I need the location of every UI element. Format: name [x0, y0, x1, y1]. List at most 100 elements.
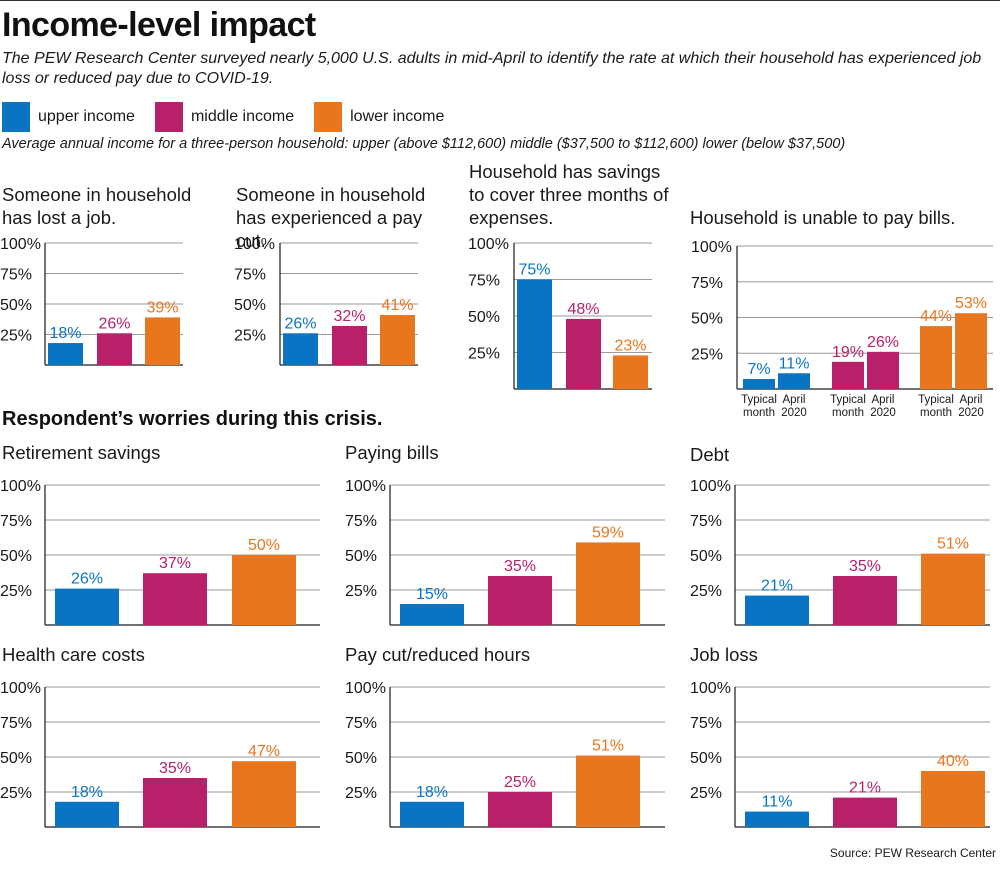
bar-upper-income: [745, 595, 809, 625]
x-category-label: month: [920, 407, 952, 419]
y-tick-label: 100%: [468, 236, 509, 253]
x-category-label: month: [743, 407, 775, 419]
x-category-label: April: [782, 394, 805, 406]
bar-lower-typical-month: [920, 326, 952, 389]
chart-title-pay-cut-hours: Pay cut/reduced hours: [345, 644, 531, 665]
y-tick-label: 75%: [468, 273, 500, 290]
y-tick-label: 100%: [691, 239, 732, 256]
y-tick-label: 75%: [690, 715, 722, 732]
bar-upper-income: [745, 811, 809, 827]
page-title: Income-level impact: [2, 6, 316, 44]
bar-upper-income: [55, 588, 119, 625]
bar-lower-income: [232, 761, 296, 827]
bar-upper-income: [55, 801, 119, 827]
data-label: 40%: [937, 753, 969, 770]
bar-middle-typical-month: [832, 361, 864, 389]
data-label: 11%: [779, 355, 810, 372]
bar-middle-income: [97, 333, 132, 365]
data-label: 51%: [937, 536, 969, 553]
bar-middle-april-2020: [867, 351, 899, 389]
y-tick-label: 75%: [345, 513, 377, 530]
y-tick-label: 100%: [690, 478, 731, 495]
y-tick-label: 50%: [690, 750, 722, 767]
x-category-label: 2020: [781, 407, 807, 419]
legend-item-middle: middle income: [154, 102, 295, 132]
bar-middle-income: [332, 325, 367, 365]
data-label: 26%: [284, 315, 316, 332]
y-tick-label: 100%: [0, 236, 41, 253]
bar-lower-income: [232, 555, 296, 625]
bar-lower-income: [921, 771, 985, 827]
data-label: 32%: [333, 308, 365, 325]
data-label: 48%: [567, 301, 599, 318]
chart-unable-bills: 100%75%50%25%7%Typicalmonth11%April20201…: [691, 239, 993, 419]
bar-upper-income: [517, 279, 552, 389]
chart-job-loss: 100% 75% 50% 25% 11% 21% 40%: [690, 680, 990, 828]
income-note: Average annual income for a three-person…: [2, 136, 846, 152]
x-category-label: Typical: [741, 394, 777, 406]
chart-title-retirement: Retirement savings: [2, 442, 161, 463]
bar-lower-income: [145, 317, 180, 365]
data-label: 18%: [416, 784, 448, 801]
chart-title-paying-bills: Paying bills: [345, 442, 439, 463]
data-label: 37%: [159, 555, 191, 572]
bar-middle-income: [488, 792, 552, 827]
data-label: 75%: [518, 262, 550, 279]
y-tick-label: 75%: [691, 275, 723, 292]
y-tick-label: 25%: [0, 583, 32, 600]
y-tick-label: 100%: [690, 680, 731, 697]
chart-title-unable-bills: Household is unable to pay bills.: [690, 207, 956, 228]
data-label: 59%: [592, 524, 624, 541]
y-tick-label: 50%: [468, 309, 500, 326]
data-label: 50%: [248, 537, 280, 554]
legend-item-upper: upper income: [2, 102, 135, 132]
chart-title-debt: Debt: [690, 444, 730, 465]
data-label: 21%: [849, 780, 881, 797]
y-tick-label: 50%: [0, 750, 32, 767]
data-label: 26%: [71, 571, 103, 588]
y-tick-label: 75%: [0, 267, 32, 284]
x-category-label: 2020: [870, 407, 896, 419]
bar-middle-income: [143, 778, 207, 827]
chart-health-care: 100% 75% 50% 25% 18% 35% 47%: [0, 680, 320, 828]
y-tick-label: 25%: [690, 583, 722, 600]
bar-upper-income: [400, 604, 464, 625]
x-category-label: month: [832, 407, 864, 419]
data-label: 15%: [416, 586, 448, 603]
chart-pay-cut: 100% 75% 50% 25% 26% 32% 41%: [234, 236, 418, 366]
data-label: 25%: [504, 774, 536, 791]
chart-pay-cut-hours: 100% 75% 50% 25% 18% 25% 51%: [345, 680, 665, 828]
chart-title-savings: Household has savings to cover three mon…: [469, 161, 669, 228]
source-note: Source: PEW Research Center: [829, 846, 996, 860]
y-tick-label: 100%: [0, 478, 41, 495]
top-rule: [0, 0, 1000, 1]
data-label: 18%: [71, 784, 103, 801]
y-tick-label: 50%: [0, 297, 32, 314]
y-tick-label: 75%: [0, 513, 32, 530]
y-tick-label: 75%: [690, 513, 722, 530]
legend-item-lower: lower income: [314, 102, 444, 132]
data-label: 51%: [592, 738, 624, 755]
y-tick-label: 25%: [691, 346, 723, 363]
legend-label-lower: lower income: [350, 108, 445, 125]
bar-lower-income: [613, 355, 648, 389]
x-category-label: April: [871, 394, 894, 406]
bar-lower-income: [921, 553, 985, 625]
legend-swatch-upper: [2, 102, 30, 132]
chart-title-job-loss: Job loss: [690, 644, 758, 665]
chart-paying-bills: 100% 75% 50% 25% 15% 35% 59%: [345, 478, 665, 626]
chart-retirement: 100% 75% 50% 25% 26% 37% 50%: [0, 478, 320, 626]
section-heading-worries: Respondent’s worries during this crisis.: [2, 408, 383, 430]
y-tick-label: 75%: [0, 715, 32, 732]
data-label: 26%: [98, 315, 130, 332]
y-tick-label: 75%: [234, 267, 266, 284]
legend-label-upper: upper income: [38, 108, 135, 125]
page-subtitle: The PEW Research Center surveyed nearly …: [2, 50, 982, 87]
chart-title-pay-cut: Someone in household has experienced a p…: [236, 184, 426, 251]
y-tick-label: 50%: [234, 297, 266, 314]
y-tick-label: 25%: [690, 785, 722, 802]
legend-label-middle: middle income: [190, 108, 295, 125]
data-label: 23%: [614, 337, 646, 354]
y-tick-label: 100%: [0, 680, 41, 697]
